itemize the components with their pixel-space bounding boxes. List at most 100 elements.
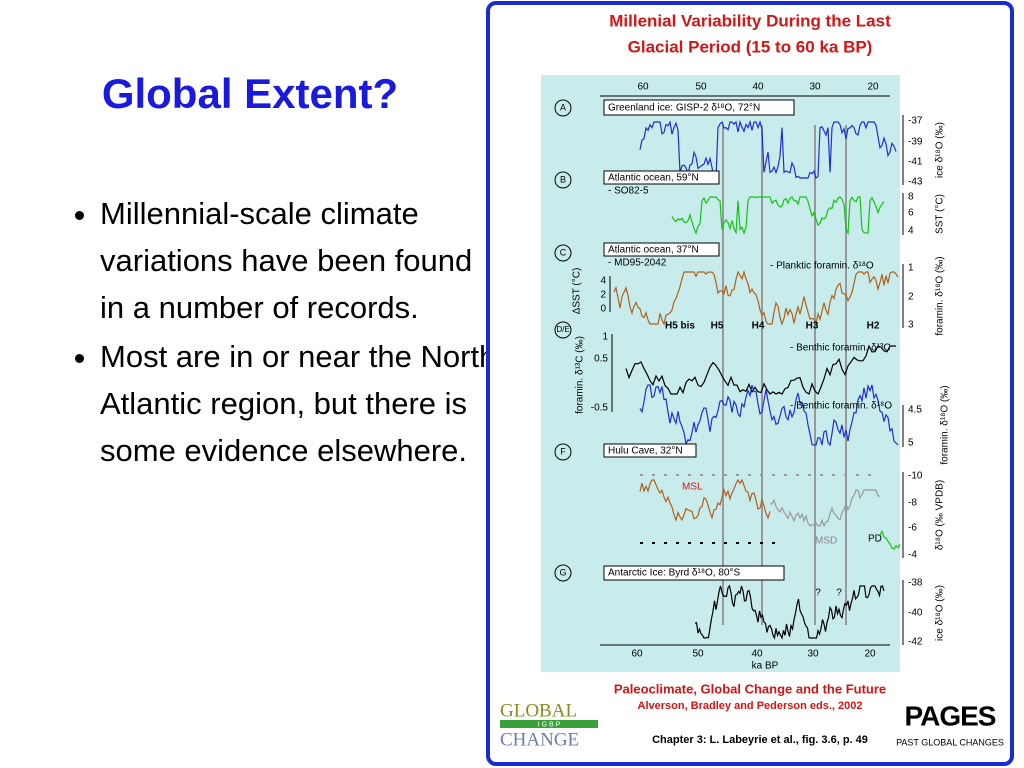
bullet: Most are in or near the North Atlantic r… — [100, 333, 500, 474]
left-tick: 2 — [600, 290, 606, 301]
top-tick: 60 — [637, 82, 649, 93]
right-tick: -43 — [908, 177, 923, 188]
right-tick: 6 — [908, 208, 914, 219]
top-tick: 30 — [809, 82, 821, 93]
label-boxes — [603, 99, 795, 581]
logo-text: PAST GLOBAL CHANGES — [896, 737, 1004, 747]
panel-text: MSD — [815, 536, 837, 547]
logo-text: PAGES — [905, 700, 996, 731]
logo-text: GLOBAL — [500, 700, 577, 721]
right-label: δ¹⁸O (‰ VPDB) — [935, 480, 946, 550]
record-curve — [639, 383, 899, 447]
panel-text: - MD95-2042 — [608, 258, 667, 269]
right-tick: -10 — [908, 471, 923, 482]
panel-text: Greenland ice: GISP-2 δ¹⁸O, 72°N — [608, 103, 760, 114]
panel-text: - Benthic foramin. δ¹³C — [790, 343, 891, 354]
bottom-tick: 20 — [864, 649, 876, 660]
footer-book: Paleoclimate, Global Change and the Futu… — [614, 681, 886, 696]
heinrich-label: H3 — [806, 321, 819, 332]
left-label: ΔSST (°C) — [572, 268, 583, 315]
right-label: foramin. δ¹⁸O (‰) — [935, 256, 946, 335]
heinrich-label: H5 — [711, 321, 724, 332]
panel-text: ? — [815, 588, 821, 599]
right-tick: -38 — [908, 578, 923, 589]
right-tick: -39 — [908, 137, 923, 148]
top-tick: 50 — [695, 82, 707, 93]
right-tick: 4.5 — [908, 405, 922, 416]
right-label: ice δ¹⁸O (‰) — [935, 585, 946, 641]
left-tick: 0.5 — [594, 354, 608, 365]
panel-text: PD — [868, 534, 882, 545]
heinrich-label: H4 — [752, 321, 765, 332]
left-tick: 4 — [600, 276, 606, 287]
record-curve — [613, 269, 899, 326]
bullet-list: Millennial-scale climate variations have… — [55, 190, 500, 476]
record-curve — [879, 529, 901, 550]
logo-text: CHANGE — [500, 729, 579, 750]
panel-letter: C — [560, 247, 567, 257]
logo-bar — [500, 720, 598, 728]
panel-text: - SO82-5 — [608, 186, 649, 197]
panel-letter: B — [560, 174, 566, 184]
right-tick: -6 — [908, 523, 917, 534]
figure-title: Glacial Period (15 to 60 ka BP) — [628, 37, 873, 56]
logo-text: I G B P — [538, 721, 561, 728]
panel-text: - Benthic foramin. δ¹⁸O — [790, 401, 892, 412]
record-curve — [694, 584, 885, 640]
bottom-tick: 50 — [692, 649, 704, 660]
record-curve — [639, 478, 771, 522]
right-tick: 5 — [908, 438, 914, 449]
panel-text: Antarctic Ice: Byrd δ¹⁸O, 80°S — [608, 568, 740, 579]
right-tick: -42 — [908, 637, 923, 648]
panel-text: Atlantic ocean, 59°N — [608, 173, 699, 184]
panel-letter: A — [560, 102, 566, 112]
bottom-tick: 40 — [751, 649, 763, 660]
right-tick: -41 — [908, 157, 923, 168]
bullet: Millennial-scale climate variations have… — [100, 190, 500, 331]
right-tick: 2 — [908, 292, 914, 303]
footer-chapter: Chapter 3: L. Labeyrie et al., fig. 3.6,… — [652, 734, 868, 746]
right-tick: 3 — [908, 320, 914, 331]
figure-title: Millenial Variability During the Last — [609, 11, 891, 30]
curves — [613, 119, 901, 640]
panel-text: Hulu Cave, 32°N — [608, 446, 683, 457]
right-tick: -37 — [908, 116, 923, 127]
left-axes: 4 2 0 1 0.5 -0.5 ΔSST (°C) foramin. δ¹³C… — [572, 268, 613, 414]
right-tick: -40 — [908, 608, 923, 619]
right-label: foramin. δ¹⁸O (‰) — [940, 385, 951, 464]
ticks: 60 50 40 30 20 60 50 40 30 20 ka BP — [631, 82, 879, 672]
record-curve — [671, 196, 885, 236]
event-lines — [722, 125, 847, 625]
record-curve — [639, 119, 897, 179]
right-tick: 8 — [908, 192, 914, 203]
bottom-tick: 60 — [631, 649, 643, 660]
right-axes: -37 -39 -41 -43 8 6 4 1 2 3 4.5 5 -10 -8… — [902, 115, 951, 648]
panel-text: - Planktic foramin. δ¹⁸O — [770, 261, 874, 272]
right-tick: 4 — [908, 226, 914, 237]
left-tick: 1 — [602, 332, 608, 343]
right-tick: -8 — [908, 498, 917, 509]
left-tick: 0 — [600, 304, 606, 315]
top-tick: 40 — [752, 82, 764, 93]
left-label: foramin. δ¹³C (‰) — [575, 336, 586, 414]
right-tick: -4 — [908, 550, 917, 561]
top-tick: 20 — [867, 82, 879, 93]
heinrich-label: H2 — [867, 321, 880, 332]
heinrich-labels: H5 bis H5 H4 H3 H2 — [665, 321, 880, 332]
slide-title: Global Extent? — [101, 70, 399, 117]
panel-letter: G — [559, 567, 566, 577]
right-label: ice δ¹⁸O (‰) — [935, 122, 946, 178]
record-curve — [625, 344, 896, 396]
panel-text: ? — [836, 588, 842, 599]
panel-letter: D/E — [556, 325, 569, 334]
panel-text: Atlantic ocean, 37°N — [608, 245, 699, 256]
panel-circles — [554, 99, 572, 582]
record-curve — [769, 489, 881, 528]
panel-text: MSL — [682, 482, 703, 493]
left-tick: -0.5 — [591, 403, 609, 414]
right-tick: 1 — [908, 263, 914, 274]
right-label: SST (°C) — [935, 194, 946, 234]
bottom-tick: 30 — [807, 649, 819, 660]
